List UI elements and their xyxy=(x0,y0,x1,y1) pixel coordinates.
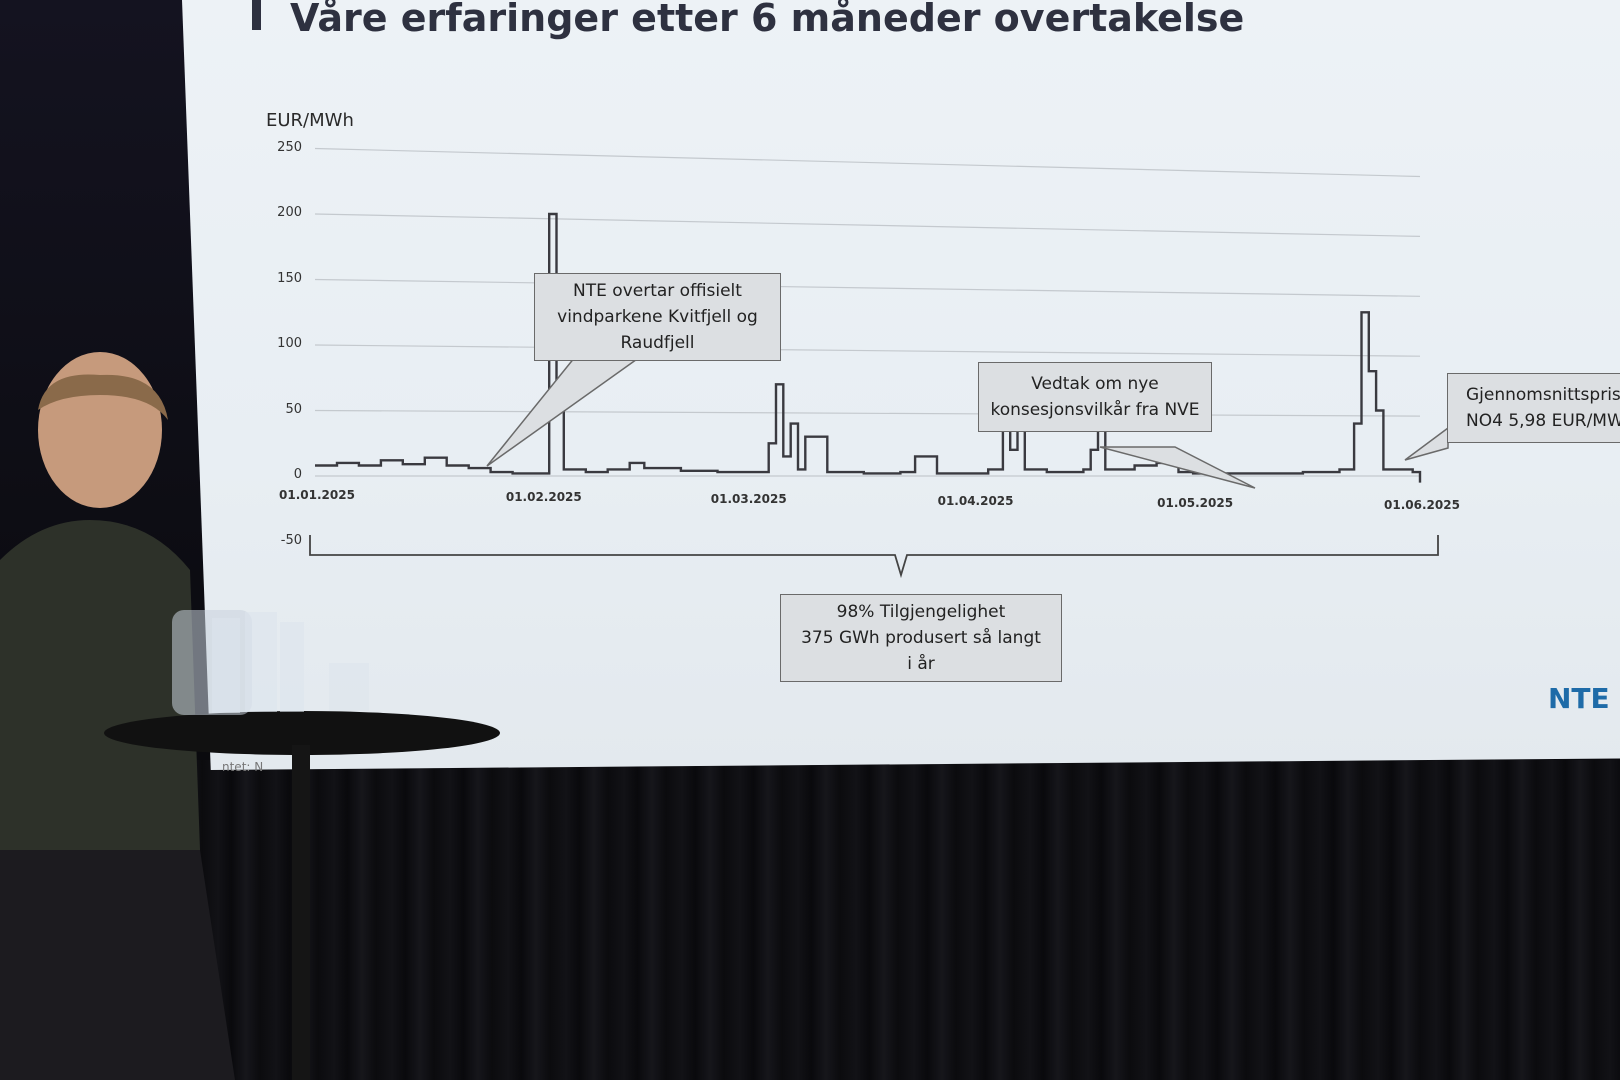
x-tick-label: 01.05.2025 xyxy=(1157,496,1234,510)
chart-grid xyxy=(314,147,1421,477)
presenter-table xyxy=(104,610,500,1080)
callout-availability: 98% Tilgjengelighet 375 GWh produsert så… xyxy=(780,594,1062,682)
stage-curtain xyxy=(0,760,1620,1080)
grid-line xyxy=(314,409,1421,417)
nte-logo: NTE xyxy=(1548,682,1610,715)
grid-line xyxy=(314,344,1421,357)
y-tick-label: 100 xyxy=(277,336,302,351)
y-tick-label: -50 xyxy=(280,532,302,548)
x-tick-label: 01.02.2025 xyxy=(505,490,582,504)
y-axis-unit: EUR/MWh xyxy=(266,110,354,131)
slide-title: Våre erfaringer etter 6 måneder overtake… xyxy=(290,0,1245,40)
grid-line xyxy=(314,278,1421,297)
x-tick-label: 01.03.2025 xyxy=(710,492,787,506)
availability-brace xyxy=(309,535,1439,579)
x-tick-label: 01.01.2025 xyxy=(279,488,355,502)
pointer-nve-decision xyxy=(1099,446,1256,489)
y-tick-label: 250 xyxy=(277,139,302,155)
grid-line xyxy=(314,213,1421,237)
y-tick-label: 150 xyxy=(277,270,302,286)
pointer-average-price xyxy=(1404,426,1449,461)
y-tick-label: 0 xyxy=(293,467,302,482)
callout-pointers xyxy=(486,356,1449,489)
title-accent-bar xyxy=(252,0,261,30)
y-tick-label: 200 xyxy=(277,205,302,220)
series-line-price xyxy=(315,212,1422,483)
presenter-silhouette xyxy=(0,352,235,1080)
x-tick-label: 01.04.2025 xyxy=(937,494,1014,508)
callout-nte-takeover: NTE overtar offisielt vindparkene Kvitfj… xyxy=(534,273,781,361)
x-tick-label: 01.06.2025 xyxy=(1384,498,1460,512)
grid-line xyxy=(314,147,1421,178)
callout-average-price: Gjennomsnittspris NO4 5,98 EUR/MWh xyxy=(1447,373,1620,443)
y-tick-label: 50 xyxy=(285,401,302,417)
source-note: ntet: N xyxy=(222,760,264,774)
callout-nve-decision: Vedtak om nye konsesjonsvilkår fra NVE xyxy=(978,362,1212,432)
